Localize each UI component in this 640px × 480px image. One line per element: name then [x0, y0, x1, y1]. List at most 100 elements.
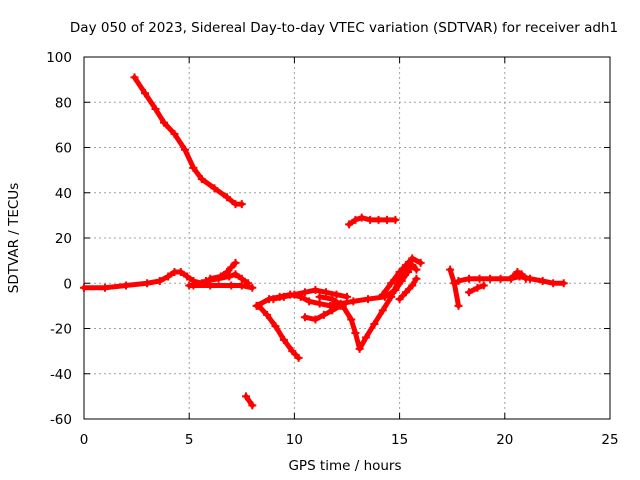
data-point	[412, 265, 421, 274]
data-point	[189, 163, 198, 172]
data-point	[170, 129, 179, 138]
data-point	[141, 89, 150, 98]
data-point	[364, 295, 373, 304]
grid	[84, 57, 610, 419]
data-point	[378, 306, 387, 315]
data-point	[401, 261, 410, 270]
data-point	[319, 310, 328, 319]
data-point	[408, 281, 417, 290]
series-trace-h	[242, 392, 257, 410]
data-point	[343, 292, 351, 301]
data-point	[332, 290, 341, 299]
data-point	[509, 272, 518, 281]
data-point	[237, 200, 246, 209]
data-point	[328, 295, 337, 304]
data-point	[345, 220, 354, 229]
data-point	[450, 279, 459, 288]
data-point	[288, 347, 297, 356]
y-tick-label: 40	[55, 186, 72, 202]
series-trace-c	[80, 267, 206, 292]
series-trace	[256, 303, 302, 361]
data-point	[279, 292, 288, 301]
data-point	[237, 274, 246, 283]
data-point	[294, 353, 303, 362]
data-point	[513, 267, 522, 276]
data-point	[305, 297, 314, 306]
data-point	[279, 335, 288, 344]
data-point	[391, 215, 400, 224]
data-point	[336, 301, 345, 310]
series-trace-q	[465, 281, 488, 297]
data-point	[374, 215, 383, 224]
data-point	[206, 274, 215, 283]
y-tick-label: 80	[55, 95, 72, 111]
data-point	[538, 276, 547, 285]
data-point	[361, 333, 370, 342]
data-point	[486, 274, 495, 283]
data-point	[416, 258, 425, 267]
data-point	[378, 290, 387, 299]
data-point	[517, 270, 526, 279]
series-trace-r	[509, 267, 530, 283]
plot-frame	[83, 56, 611, 420]
data-point	[122, 281, 131, 290]
data-point	[408, 254, 417, 263]
data-point	[80, 283, 88, 292]
data-point	[475, 274, 484, 283]
data-point	[473, 283, 482, 292]
data-point	[366, 215, 375, 224]
y-tick-label: 60	[55, 141, 72, 157]
series-trace	[466, 283, 487, 295]
data-point	[269, 295, 278, 304]
data-point	[315, 292, 324, 301]
series-trace-a	[130, 73, 246, 209]
data-point	[559, 279, 568, 288]
data-point	[227, 263, 236, 272]
series-trace	[397, 276, 419, 302]
data-point	[321, 288, 330, 297]
series-trace-l	[269, 286, 351, 304]
data-point	[355, 344, 364, 353]
series-trace-f	[185, 281, 257, 292]
data-point	[454, 276, 463, 285]
x-tick-label: 10	[286, 432, 303, 448]
data-point	[326, 301, 335, 310]
series-trace-e	[206, 258, 240, 283]
data-point	[465, 274, 474, 283]
data-point	[225, 272, 234, 281]
series-trace	[131, 74, 245, 207]
data-point	[101, 283, 110, 292]
data-point	[315, 299, 324, 308]
data-point	[382, 215, 391, 224]
chart-title: Day 050 of 2023, Sidereal Day-to-day VTE…	[70, 20, 618, 36]
data-point	[454, 301, 463, 310]
data-point	[155, 276, 164, 285]
x-tick-label: 15	[391, 432, 408, 448]
data-point	[143, 279, 152, 288]
data-point	[395, 267, 404, 276]
data-point	[271, 322, 280, 331]
series-trace	[302, 303, 344, 322]
series-trace	[510, 269, 529, 282]
data-point	[479, 281, 488, 290]
y-tick-label: 20	[55, 231, 72, 247]
data-point	[183, 272, 192, 281]
y-tick-label: -20	[50, 322, 72, 338]
data-point	[311, 286, 320, 295]
data-point	[370, 319, 379, 328]
data-point	[401, 288, 410, 297]
data-point	[180, 145, 189, 154]
data-point	[521, 274, 530, 283]
data-point	[412, 274, 421, 283]
y-tick-label: -40	[50, 367, 72, 383]
data-point	[231, 258, 240, 267]
data-point	[263, 310, 272, 319]
series-trace-b	[345, 213, 400, 229]
series-trace-m	[378, 254, 425, 299]
data-point	[206, 281, 215, 290]
data-point	[357, 213, 366, 222]
data-marks	[80, 73, 568, 410]
series-trace-g	[254, 301, 303, 362]
series-trace	[81, 269, 205, 291]
